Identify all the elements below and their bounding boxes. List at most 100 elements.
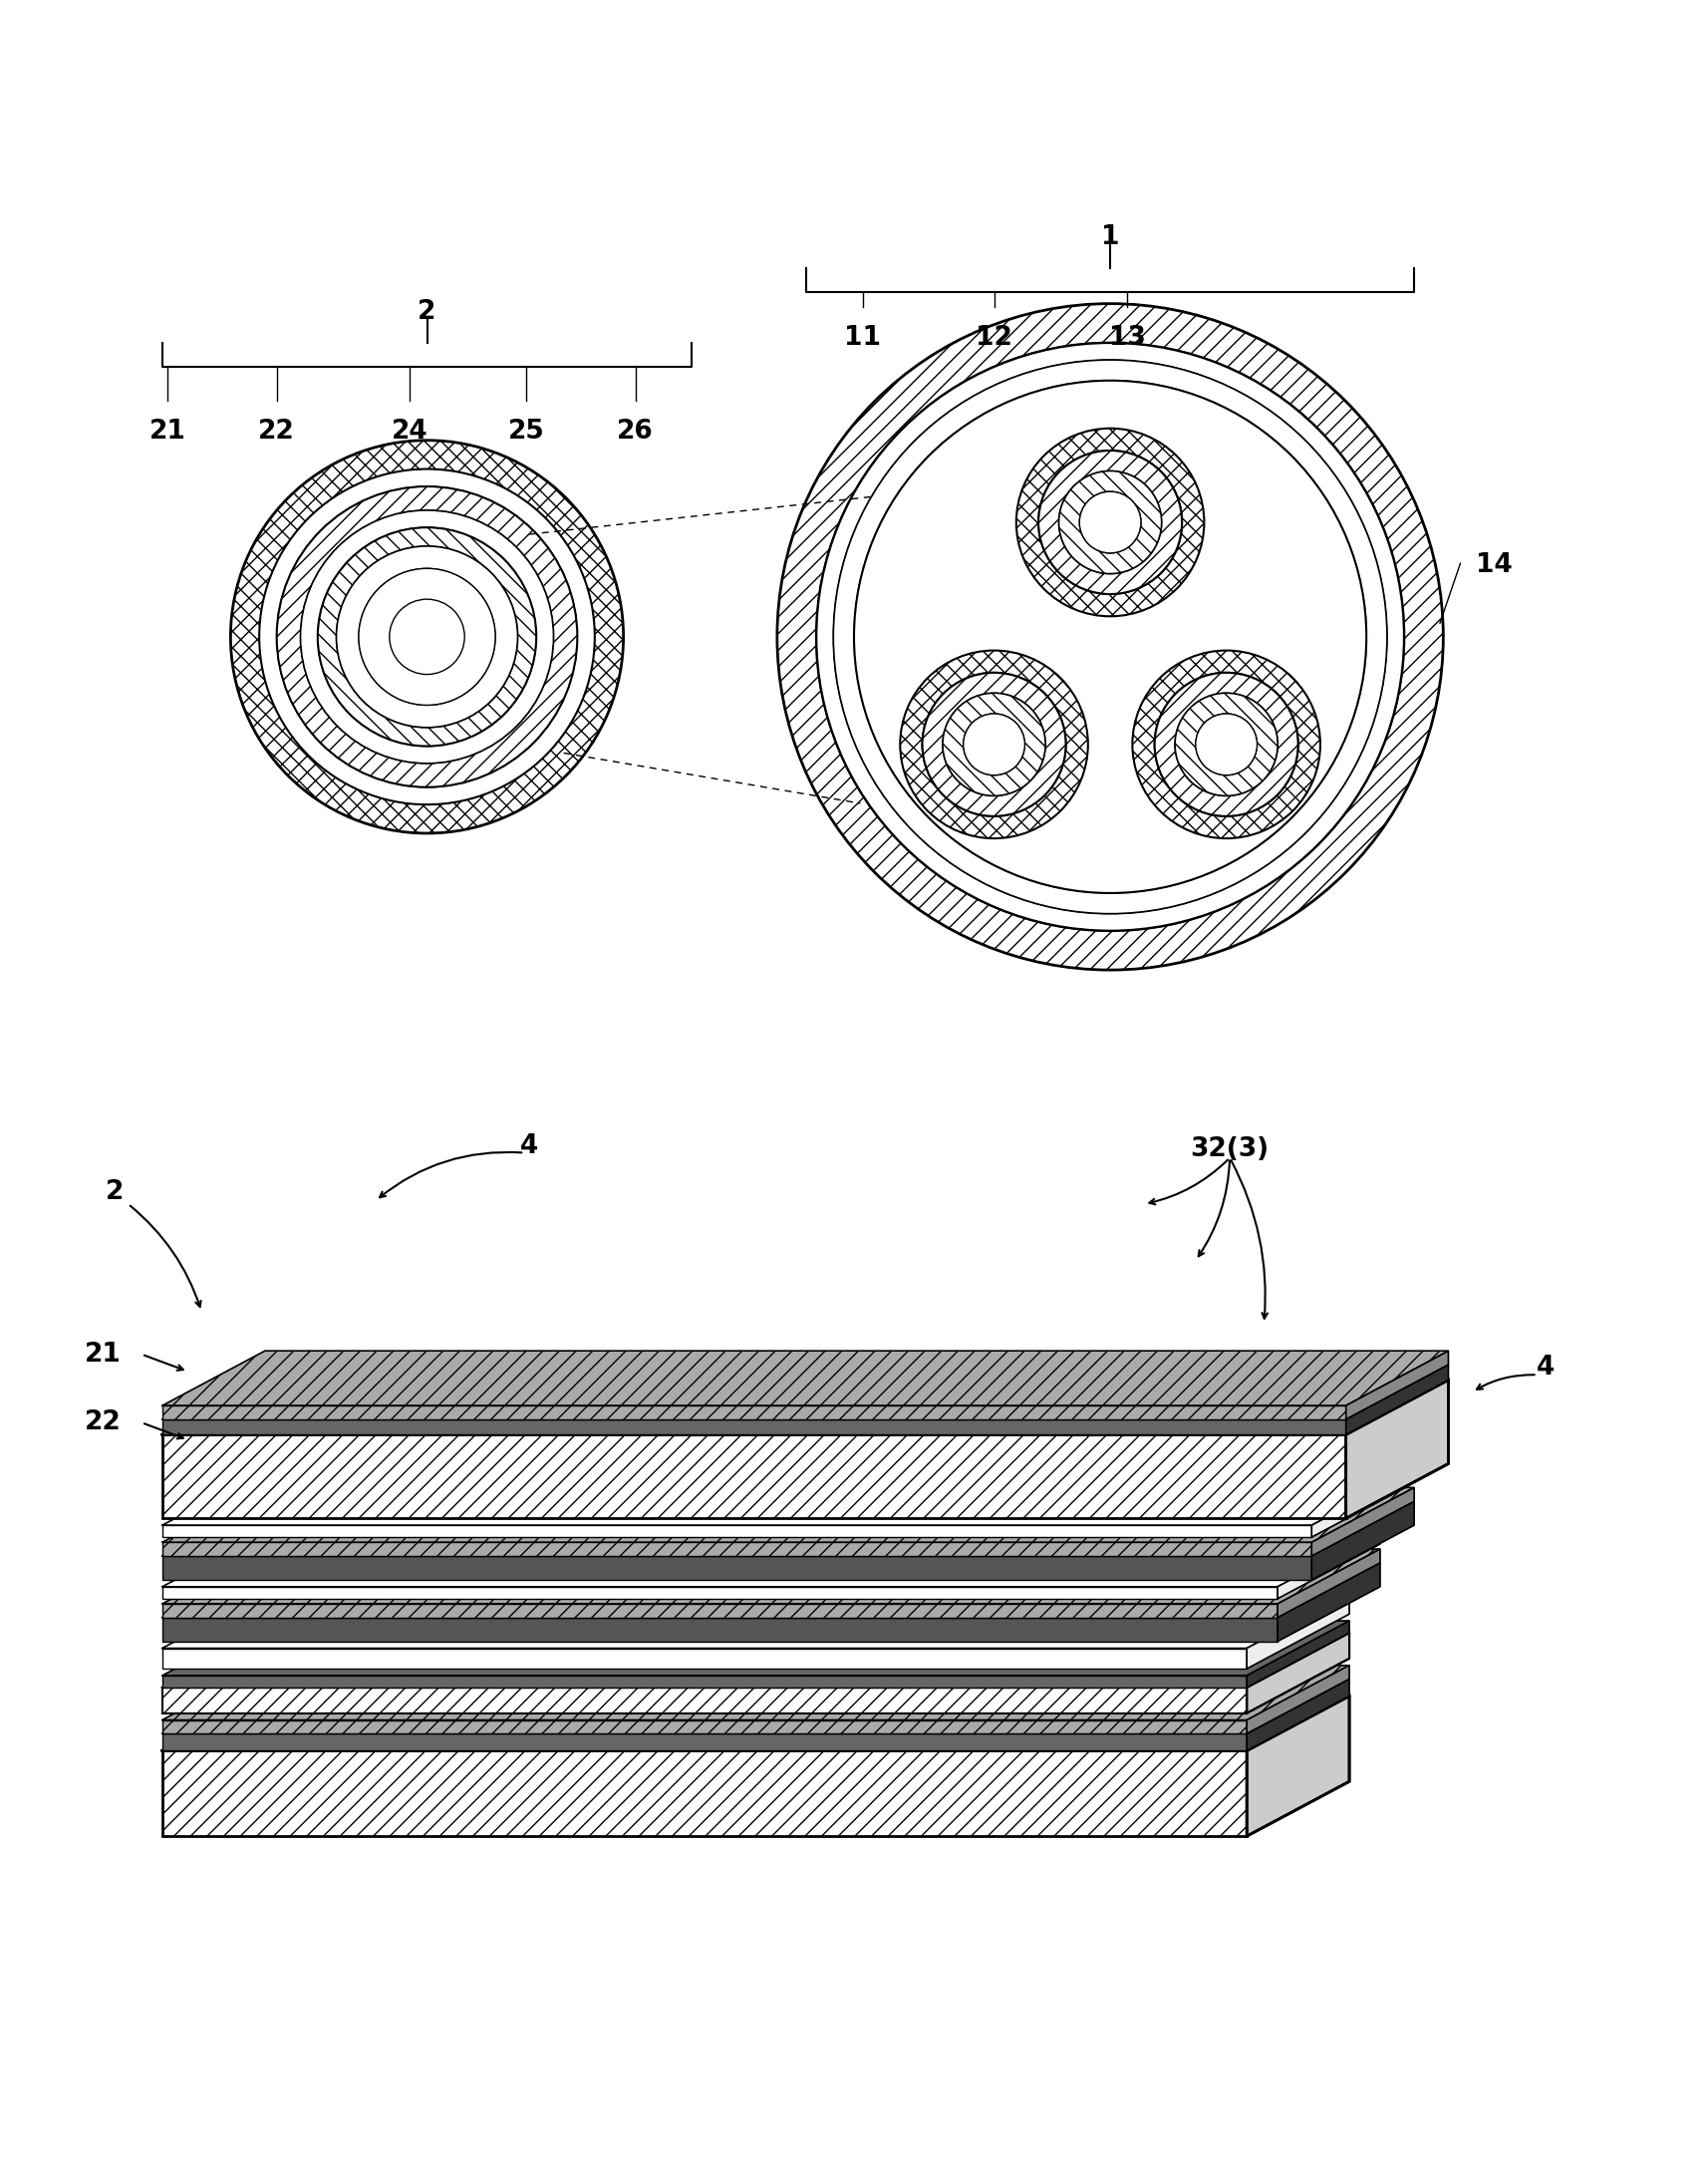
Text: 13: 13 bbox=[1108, 324, 1146, 350]
FancyBboxPatch shape bbox=[162, 1689, 1247, 1712]
Circle shape bbox=[1079, 491, 1141, 553]
Circle shape bbox=[1038, 450, 1182, 595]
Polygon shape bbox=[162, 1593, 1349, 1647]
Polygon shape bbox=[1278, 1533, 1380, 1598]
Text: 12: 12 bbox=[975, 324, 1013, 350]
Polygon shape bbox=[1247, 1665, 1349, 1734]
Polygon shape bbox=[1312, 1500, 1414, 1580]
Circle shape bbox=[1196, 713, 1257, 776]
FancyBboxPatch shape bbox=[162, 1721, 1247, 1734]
Text: 2: 2 bbox=[418, 298, 436, 324]
Text: 2: 2 bbox=[106, 1178, 125, 1204]
Polygon shape bbox=[1247, 1632, 1349, 1712]
Text: 4: 4 bbox=[521, 1133, 538, 1159]
Circle shape bbox=[963, 713, 1025, 776]
Circle shape bbox=[301, 510, 553, 763]
Circle shape bbox=[1038, 450, 1182, 595]
Circle shape bbox=[816, 344, 1404, 930]
FancyBboxPatch shape bbox=[162, 1524, 1312, 1537]
FancyBboxPatch shape bbox=[162, 1557, 1312, 1580]
Polygon shape bbox=[1247, 1622, 1349, 1689]
Polygon shape bbox=[162, 1550, 1380, 1604]
Polygon shape bbox=[162, 1364, 1448, 1418]
Circle shape bbox=[260, 469, 594, 804]
Circle shape bbox=[1155, 672, 1298, 817]
FancyBboxPatch shape bbox=[162, 1734, 1247, 1751]
Text: 1: 1 bbox=[1102, 225, 1119, 251]
Circle shape bbox=[336, 547, 518, 726]
Circle shape bbox=[1132, 651, 1320, 839]
Circle shape bbox=[1155, 672, 1298, 817]
FancyBboxPatch shape bbox=[162, 1405, 1346, 1418]
Text: 22: 22 bbox=[84, 1410, 121, 1436]
Polygon shape bbox=[162, 1632, 1349, 1689]
FancyBboxPatch shape bbox=[162, 1604, 1278, 1617]
Text: 26: 26 bbox=[617, 419, 654, 445]
Circle shape bbox=[318, 528, 536, 746]
Circle shape bbox=[834, 361, 1387, 915]
Polygon shape bbox=[1247, 1680, 1349, 1751]
FancyBboxPatch shape bbox=[162, 1587, 1278, 1598]
Polygon shape bbox=[1278, 1563, 1380, 1641]
Text: 11: 11 bbox=[844, 324, 881, 350]
Circle shape bbox=[922, 672, 1066, 817]
Circle shape bbox=[1175, 694, 1278, 796]
Polygon shape bbox=[1312, 1487, 1414, 1557]
Circle shape bbox=[854, 381, 1366, 893]
Circle shape bbox=[277, 486, 577, 787]
FancyBboxPatch shape bbox=[162, 1676, 1247, 1689]
FancyBboxPatch shape bbox=[162, 1647, 1247, 1669]
Polygon shape bbox=[162, 1470, 1414, 1524]
Circle shape bbox=[1079, 491, 1141, 553]
Circle shape bbox=[943, 694, 1045, 796]
Text: 4: 4 bbox=[1537, 1356, 1554, 1382]
Text: 21: 21 bbox=[149, 419, 186, 445]
Polygon shape bbox=[162, 1351, 1448, 1405]
FancyBboxPatch shape bbox=[162, 1436, 1346, 1518]
Polygon shape bbox=[1312, 1470, 1414, 1537]
Circle shape bbox=[854, 381, 1366, 893]
Circle shape bbox=[277, 486, 577, 787]
Polygon shape bbox=[162, 1665, 1349, 1721]
Circle shape bbox=[301, 510, 553, 763]
FancyBboxPatch shape bbox=[162, 1542, 1312, 1557]
Circle shape bbox=[359, 569, 495, 705]
Text: 32(3): 32(3) bbox=[1190, 1137, 1269, 1163]
Polygon shape bbox=[1247, 1593, 1349, 1669]
Circle shape bbox=[389, 599, 465, 675]
Polygon shape bbox=[1346, 1351, 1448, 1418]
Polygon shape bbox=[1278, 1550, 1380, 1617]
Circle shape bbox=[1196, 713, 1257, 776]
Text: 14: 14 bbox=[1476, 551, 1513, 577]
Polygon shape bbox=[1247, 1695, 1349, 1836]
Polygon shape bbox=[1346, 1379, 1448, 1518]
Circle shape bbox=[777, 303, 1443, 971]
FancyBboxPatch shape bbox=[162, 1418, 1346, 1436]
Circle shape bbox=[336, 547, 518, 726]
Circle shape bbox=[963, 713, 1025, 776]
Polygon shape bbox=[162, 1680, 1349, 1734]
FancyBboxPatch shape bbox=[162, 1617, 1278, 1641]
Polygon shape bbox=[162, 1622, 1349, 1676]
Circle shape bbox=[816, 344, 1404, 930]
Text: 25: 25 bbox=[507, 419, 545, 445]
Circle shape bbox=[359, 569, 495, 705]
Circle shape bbox=[260, 469, 594, 804]
Text: 21: 21 bbox=[84, 1340, 121, 1366]
Polygon shape bbox=[162, 1487, 1414, 1542]
Circle shape bbox=[231, 441, 623, 832]
Polygon shape bbox=[162, 1695, 1349, 1751]
FancyBboxPatch shape bbox=[162, 1751, 1247, 1836]
Circle shape bbox=[834, 361, 1387, 915]
Circle shape bbox=[1175, 694, 1278, 796]
Circle shape bbox=[318, 528, 536, 746]
Text: 22: 22 bbox=[258, 419, 295, 445]
Text: 24: 24 bbox=[391, 419, 429, 445]
Polygon shape bbox=[162, 1533, 1380, 1587]
Polygon shape bbox=[162, 1379, 1448, 1436]
Circle shape bbox=[1059, 471, 1161, 573]
Circle shape bbox=[900, 651, 1088, 839]
Polygon shape bbox=[162, 1563, 1380, 1617]
Polygon shape bbox=[162, 1500, 1414, 1557]
Circle shape bbox=[1016, 428, 1204, 616]
